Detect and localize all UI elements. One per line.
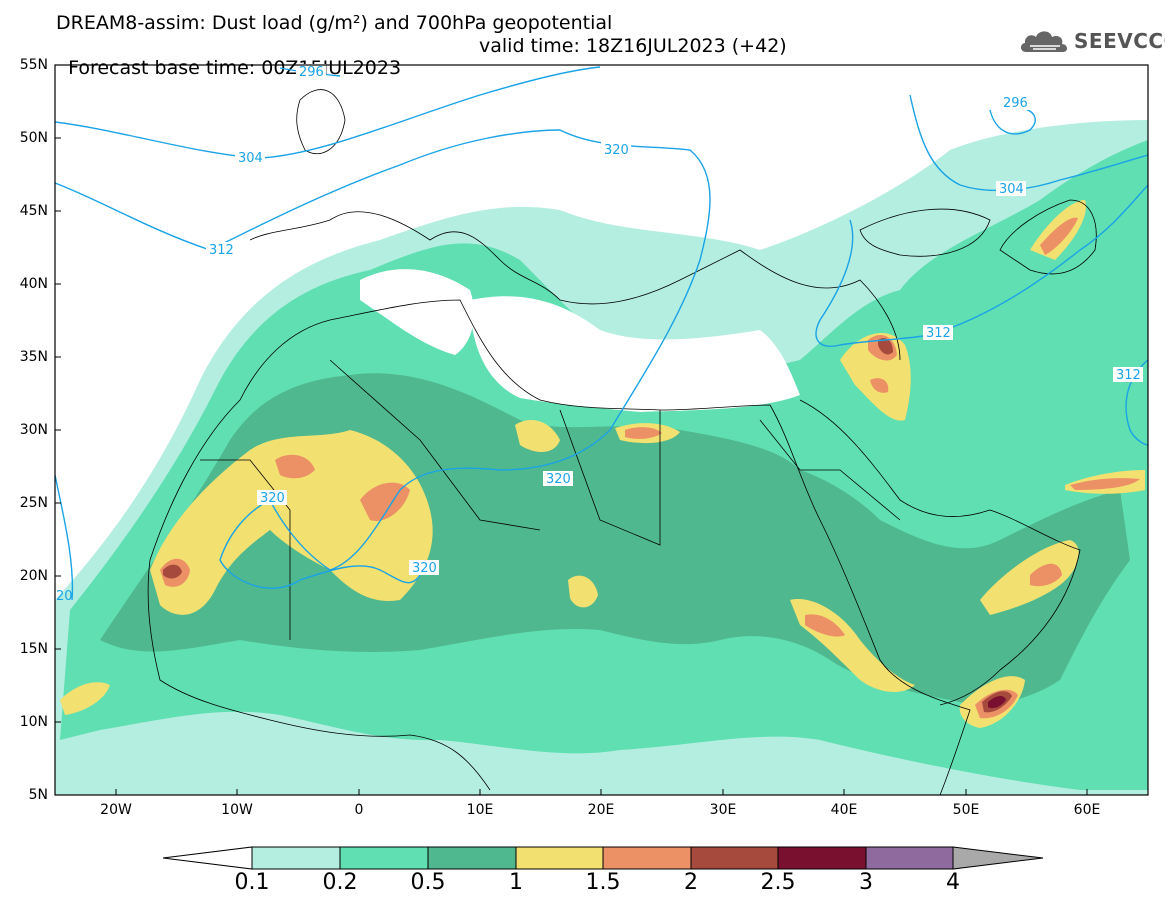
lat-label: 45N — [19, 203, 48, 219]
contour-label-320-mali: 320 — [260, 491, 285, 506]
colorbar-bin-3 — [865, 846, 954, 870]
dust-1-blob-oman — [980, 540, 1079, 615]
dust-1.5-blob-sudan — [805, 614, 845, 637]
seevccc-logo: SEEVCCC — [1018, 26, 1165, 56]
dust-1.5-blob-caspian — [1040, 217, 1078, 255]
contour-320-south — [219, 499, 421, 589]
contour-320-sw — [55, 474, 74, 601]
map-subtitle: Forecast base time: 00Z15JUL2023 valid t… — [56, 35, 787, 101]
base-time-label: Forecast base time: 00Z15JUL2023 — [68, 57, 402, 79]
dust-2-blob-mauritania — [163, 564, 182, 579]
lat-label: 15N — [19, 641, 48, 657]
colorbar-label: 1 — [509, 870, 523, 895]
colorbar-label: 3 — [859, 870, 873, 895]
contour-label-296-west: 296 — [299, 65, 324, 80]
contour-label-320-libya: 320 — [546, 472, 571, 487]
lon-label: 20E — [587, 802, 615, 818]
lon-label: 10E — [466, 802, 494, 818]
lon-label: 30E — [709, 802, 737, 818]
border-1 — [329, 359, 541, 531]
dust-1-blob-chad — [568, 575, 598, 608]
dust-2.5-blob-yemen — [988, 696, 1006, 709]
lat-label: 5N — [28, 787, 48, 803]
border-2 — [559, 409, 661, 546]
lat-label: 10N — [19, 714, 48, 730]
black-sea-coast — [859, 208, 991, 257]
dust-1.5-blob-oman — [1030, 563, 1062, 587]
colorbar-bin-0.1 — [251, 846, 341, 870]
europe-coast — [249, 211, 901, 361]
dust-1.5-blob-iran — [1070, 478, 1140, 490]
colorbar-label: 0.5 — [410, 870, 446, 895]
africa-coast — [149, 299, 971, 795]
contour-labels: 296 304 312 320 320 320 320 312 296 304 … — [56, 64, 1143, 604]
lat-label: 35N — [19, 349, 48, 365]
dust-field — [55, 120, 1148, 795]
valid-time-label: valid time: 18Z16JUL2023 (+42) — [479, 35, 787, 57]
colorbar-low-arrow — [162, 846, 253, 870]
contour-label-320-edge: 20 — [56, 589, 73, 604]
contour-label-320-europe: 320 — [604, 143, 629, 158]
colorbar-bin-0.2 — [339, 846, 429, 870]
colorbar-label: 2 — [684, 870, 698, 895]
contour-312 — [55, 129, 561, 251]
colorbar-label: 0.2 — [322, 870, 358, 895]
lon-label: 40E — [830, 802, 858, 818]
dust-2-blob-syria — [878, 338, 893, 355]
west-africa-coast — [147, 559, 491, 791]
contour-304 — [55, 66, 601, 159]
colorbar-bin-1.5 — [602, 846, 692, 870]
colorbar-label: 4 — [946, 870, 960, 895]
dust-1.5-blob-egypt — [625, 427, 662, 439]
contour-label-304-east: 304 — [999, 182, 1024, 197]
map-title: DREAM8-assim: Dust load (g/m²) and 700hP… — [56, 12, 613, 34]
contour-label-296-east: 296 — [1003, 96, 1028, 111]
logo-text: SEEVCCC — [1074, 29, 1165, 53]
colorbar — [162, 846, 1044, 870]
caspian-coast — [999, 199, 1097, 275]
colorbar-high-arrow — [952, 846, 1044, 870]
colorbar-bin-1 — [515, 846, 604, 870]
lat-label: 55N — [19, 57, 48, 73]
contour-label-312-east: 312 — [1116, 368, 1141, 383]
dust-1-blob-westafrica — [60, 682, 110, 715]
cloud-logo-icon — [1020, 31, 1068, 52]
dust-1-blob-west-sahara — [150, 430, 433, 615]
colorbar-bin-0.5 — [427, 846, 517, 870]
lon-label: 20W — [100, 802, 132, 818]
contour-label-312-iran: 312 — [926, 326, 951, 341]
colorbar-label: 1.5 — [585, 870, 621, 895]
colorbar-bin-2 — [690, 846, 779, 870]
axis-ticks — [55, 64, 1088, 795]
dust-1.5-blob-mali — [275, 454, 315, 479]
contour-label-304-west: 304 — [238, 151, 263, 166]
border-4 — [759, 419, 901, 521]
lon-label: 50E — [952, 802, 980, 818]
colorbar-label: 0.1 — [234, 870, 270, 895]
colorbar-bin-2.5 — [777, 846, 867, 870]
dust-1.5-blob-iraq — [870, 378, 889, 393]
lon-label: 60E — [1073, 802, 1101, 818]
dust-1-blob-libya — [515, 420, 560, 452]
lat-label: 50N — [19, 130, 48, 146]
lon-label: 0 — [354, 802, 364, 818]
britain-coast — [296, 89, 346, 155]
lat-label: 25N — [19, 495, 48, 511]
lon-label: 10W — [221, 802, 253, 818]
contour-label-320-niger: 320 — [412, 561, 437, 576]
contour-320-north — [269, 129, 711, 571]
border-3 — [200, 459, 291, 640]
lat-label: 30N — [19, 422, 48, 438]
colorbar-label: 2.5 — [760, 870, 796, 895]
contour-312-east — [815, 184, 1148, 347]
contour-label-312-west: 312 — [209, 243, 234, 258]
contour-296-east — [989, 107, 1036, 135]
dust-1.5-blob-algeria — [360, 482, 410, 521]
coastlines — [147, 89, 1097, 795]
arabia-coast — [799, 399, 1081, 706]
lat-label: 40N — [19, 276, 48, 292]
lat-label: 20N — [19, 568, 48, 584]
